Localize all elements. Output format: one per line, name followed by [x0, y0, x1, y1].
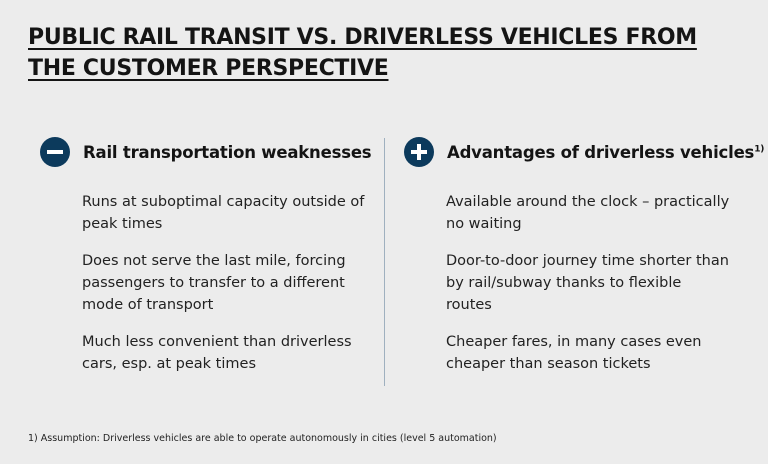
list-item: Does not serve the last mile, forcing pa…: [82, 253, 346, 313]
weaknesses-list: Runs at suboptimal capacity outside of p…: [82, 191, 370, 375]
weaknesses-heading: Rail transportation weaknesses: [40, 135, 372, 169]
advantages-column: Advantages of driverless vehicles1) Avai…: [404, 135, 764, 390]
advantages-heading-label: Advantages of driverless vehicles: [447, 142, 755, 162]
plus-circle-icon: [404, 137, 434, 167]
list-item: Available around the clock – practically…: [446, 194, 730, 232]
list-item: Runs at suboptimal capacity outside of p…: [82, 194, 365, 232]
advantages-list: Available around the clock – practically…: [446, 191, 734, 375]
column-divider: [384, 138, 385, 386]
advantages-heading: Advantages of driverless vehicles1): [404, 135, 764, 169]
list-item: Cheaper fares, in many cases even cheape…: [446, 334, 702, 372]
list-item: Much less convenient than driverless car…: [82, 334, 352, 372]
page-title: PUBLIC RAIL TRANSIT VS. DRIVERLESS VEHIC…: [28, 22, 728, 84]
minus-circle-icon: [40, 137, 70, 167]
footnote-marker: 1): [754, 144, 765, 154]
weaknesses-column: Rail transportation weaknesses Runs at s…: [40, 135, 372, 390]
list-item: Door-to-door journey time shorter than b…: [446, 253, 729, 313]
page-title-text: PUBLIC RAIL TRANSIT VS. DRIVERLESS VEHIC…: [28, 25, 697, 81]
weaknesses-heading-text: Rail transportation weaknesses: [83, 142, 372, 162]
footnote: 1) Assumption: Driverless vehicles are a…: [28, 433, 497, 444]
advantages-heading-text: Advantages of driverless vehicles1): [447, 143, 764, 162]
